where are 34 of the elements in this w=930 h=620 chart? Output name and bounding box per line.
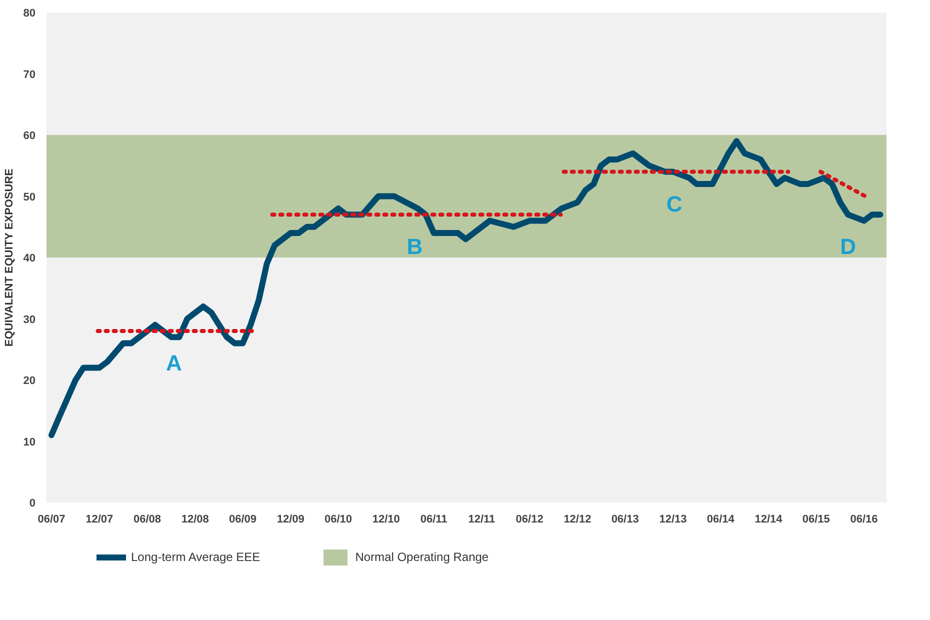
x-tick-label: 12/11 [468,514,496,526]
x-tick-label: 06/14 [706,514,736,526]
annotation: C [666,191,682,216]
y-tick-label: 10 [23,436,36,448]
y-tick-label: 20 [23,375,36,387]
x-tick-label: 06/11 [420,514,448,526]
annotation: D [840,234,856,260]
legend-label: Long-term Average EEE [131,550,260,564]
y-tick-label: 40 [23,252,36,264]
y-tick-label: 50 [23,191,36,204]
x-tick-label: 06/08 [133,514,162,526]
x-tick-label: 12/08 [181,514,209,526]
annotation: A [166,350,182,376]
x-tick-label: 06/10 [324,514,352,526]
y-tick-label: 0 [29,498,36,510]
x-tick-label: 06/12 [516,514,544,526]
y-tick-label: 30 [23,314,36,326]
x-tick-label: 06/15 [802,514,830,526]
x-tick-label: 12/12 [564,514,592,526]
x-tick-label: 06/13 [611,514,639,526]
x-tick-label: 12/10 [372,514,400,526]
x-tick-label: 12/07 [86,514,114,526]
x-tick-label: 12/09 [276,514,304,526]
x-tick-label: 12/14 [754,514,784,526]
x-tick-label: 06/16 [850,514,878,526]
annotation: B [406,234,423,260]
x-tick-label: 06/07 [38,514,66,526]
x-tick-label: 06/09 [229,514,257,526]
y-tick-label: 80 [23,8,36,20]
x-tick-label: 12/13 [659,514,687,526]
y-tick-label: 70 [23,68,36,81]
y-axis-title: EQUIVALENT EQUITY EXPOSURE [3,168,16,347]
y-tick-label: 60 [23,130,36,142]
legend-label: Normal Operating Range [355,550,489,564]
